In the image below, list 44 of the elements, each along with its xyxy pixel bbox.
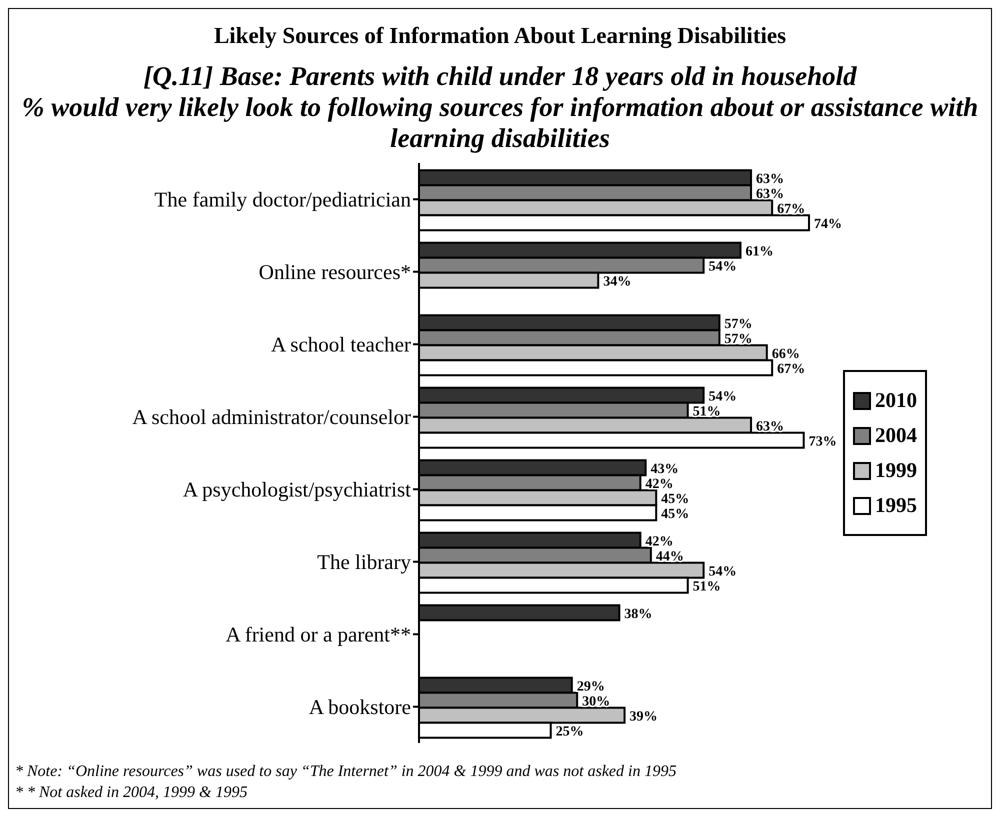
data-label: 63% [756,419,784,434]
legend-label: 1999 [875,458,917,484]
data-label: 54% [708,389,737,404]
data-label: 34% [603,274,632,290]
legend-label: 1995 [875,493,917,518]
data-label: 57% [724,316,752,332]
y-tick-label: A school administrator/counselor [132,405,411,430]
data-label: 45% [661,492,690,507]
data-label: 66% [772,346,800,362]
data-label: 54% [708,564,737,580]
data-label: 42% [645,476,674,492]
legend-label: 2004 [875,423,917,448]
y-tick-label: The family doctor/pediatrician [154,188,412,212]
data-label: 57% [724,332,752,347]
y-tick-label: A psychologist/psychiatrist [182,478,412,502]
data-label: 51% [692,579,721,594]
data-label: 39% [630,709,658,724]
data-label: 63% [756,172,784,187]
data-label: 44% [656,549,684,564]
data-label: 67% [777,362,806,377]
data-label: 25% [556,724,584,740]
chart-subtitle: [Q.11] Base: Parents with child under 18 years old in household % would very likely look to following sources for information about or assistance with learning disabilities [20,61,980,154]
y-tick-label: A bookstore [308,695,411,720]
data-label: 63% [756,186,784,202]
text: * * Not asked in 2004, 1999 & 1995 [15,783,248,804]
data-label: 73% [808,434,837,450]
y-tick-label: A school teacher [271,332,411,357]
data-label: 67% [777,202,806,217]
legend-label: 2010 [875,388,917,414]
data-label: 74% [814,216,842,232]
data-label: 30% [582,694,610,710]
y-tick-label: The library [317,550,412,574]
chart-title: Likely Sources of Information About Learning Disabilities [212,23,788,49]
data-label: 43% [650,462,679,477]
data-label: 38% [624,606,652,622]
data-label: 61% [745,244,774,260]
text: * Note: “Online resources” was used to say “The Internet” in 2004 & 1999 and was not asked in 1995 [15,762,676,782]
data-label: 29% [576,679,605,694]
data-label: 54% [708,259,737,274]
y-tick-label: A friend or a parent** [226,622,411,647]
data-label: 51% [692,404,721,420]
y-tick-label: Online resources* [258,260,411,284]
data-label: 42% [645,534,674,550]
data-label: 45% [661,506,690,522]
